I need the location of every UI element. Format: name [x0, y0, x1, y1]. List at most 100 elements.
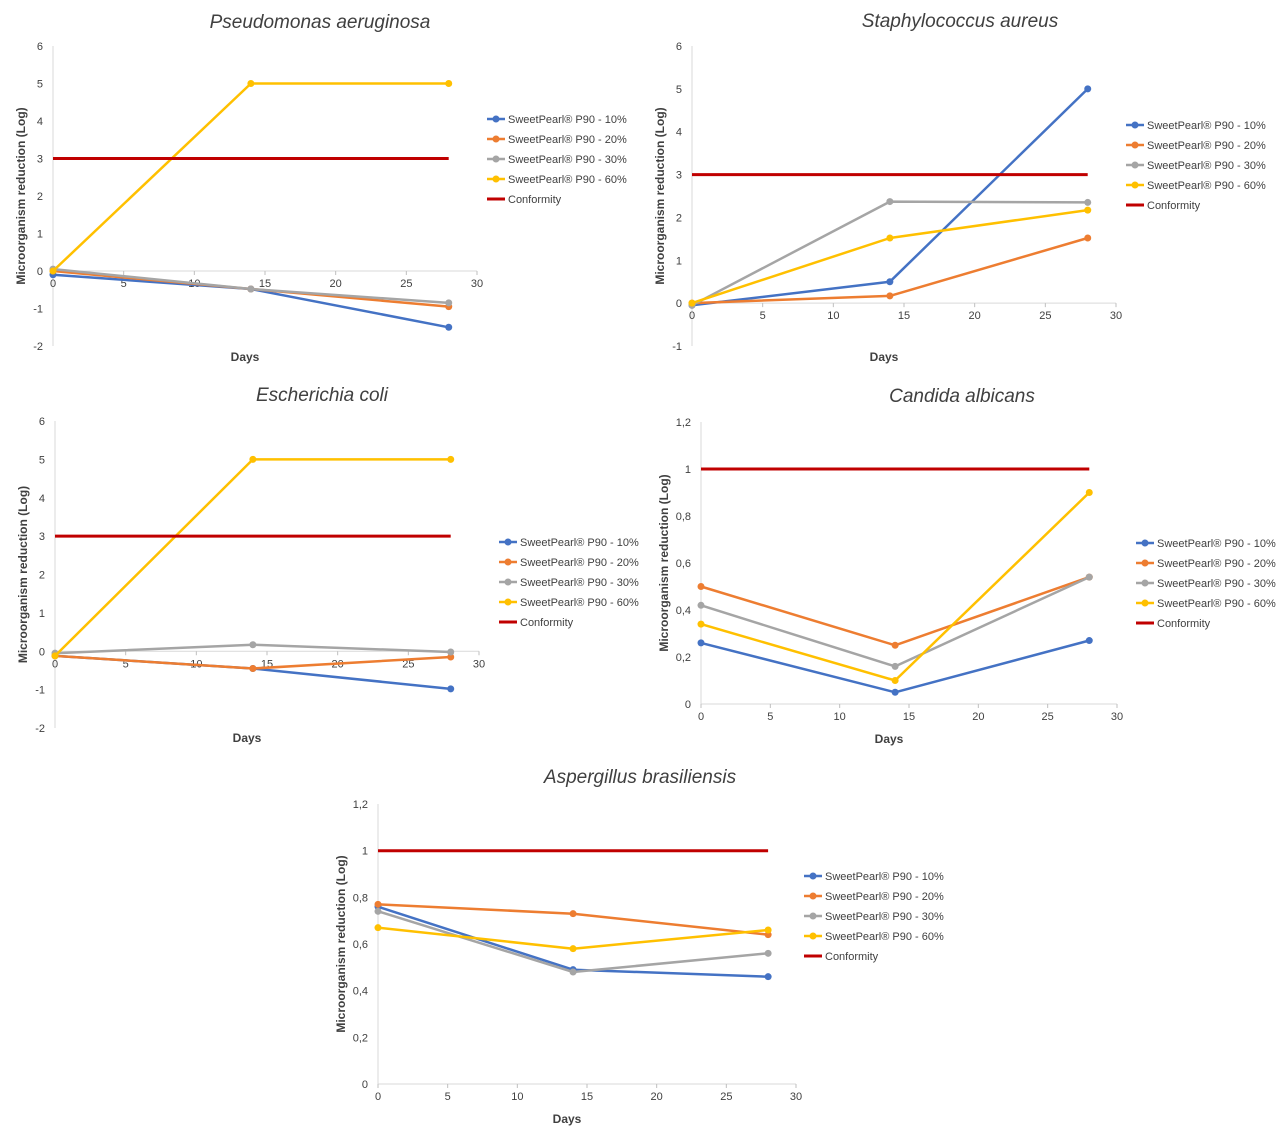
legend-label: SweetPearl® P90 - 20% [1147, 140, 1266, 152]
data-point [374, 907, 382, 915]
x-tick-label: 20 [969, 310, 981, 322]
legend-item: SweetPearl® P90 - 60% [487, 174, 627, 186]
data-point [374, 924, 382, 932]
data-point [1085, 637, 1093, 645]
legend-marker [809, 932, 817, 940]
x-tick-label: 10 [827, 310, 839, 322]
legend-marker [492, 115, 500, 123]
y-tick-label: 3 [37, 154, 43, 166]
y-tick-label: 0,8 [353, 892, 368, 904]
legend-label: Conformity [520, 617, 574, 629]
data-point [569, 945, 577, 953]
x-tick-label: 0 [52, 658, 58, 670]
x-tick-label: 25 [400, 278, 412, 290]
y-tick-label: 6 [39, 416, 45, 428]
data-point [445, 323, 453, 331]
legend-marker [809, 912, 817, 920]
y-tick-label: 0 [362, 1079, 368, 1091]
chart-title: Staphylococcus aureus [862, 11, 1059, 32]
legend-item: Conformity [804, 951, 879, 963]
legend-marker [1141, 559, 1149, 567]
x-tick-label: 5 [121, 278, 127, 290]
y-tick-label: 1,2 [353, 799, 368, 811]
legend-marker [492, 175, 500, 183]
legend-marker [1131, 121, 1139, 129]
legend-label: SweetPearl® P90 - 10% [1147, 120, 1266, 132]
legend-item: SweetPearl® P90 - 30% [487, 154, 627, 166]
x-axis-title: Days [553, 1112, 582, 1126]
legend-item: Conformity [499, 617, 574, 629]
y-tick-label: 1 [362, 846, 368, 858]
y-tick-label: 1 [685, 464, 691, 476]
y-tick-label: 0,6 [353, 939, 368, 951]
legend-marker [492, 135, 500, 143]
y-tick-label: 2 [39, 570, 45, 582]
y-tick-label: -1 [35, 685, 45, 697]
y-tick-label: 1 [676, 255, 682, 267]
data-point [374, 900, 382, 908]
y-tick-label: -2 [35, 723, 45, 735]
legend-item: SweetPearl® P90 - 30% [1136, 578, 1276, 590]
x-tick-label: 20 [651, 1091, 663, 1103]
y-tick-label: 0 [685, 699, 691, 711]
legend-label: SweetPearl® P90 - 60% [825, 931, 944, 943]
data-point [891, 641, 899, 649]
legend-item: SweetPearl® P90 - 10% [1136, 538, 1276, 550]
legend-item: Conformity [487, 194, 562, 206]
y-tick-label: 0,4 [353, 986, 368, 998]
legend-marker [809, 892, 817, 900]
x-tick-label: 0 [50, 278, 56, 290]
data-point [1085, 489, 1093, 496]
series-sweetpearl-p90-30 [374, 907, 772, 976]
x-tick-label: 0 [689, 310, 695, 322]
legend-label: SweetPearl® P90 - 30% [825, 911, 944, 923]
y-axis-title: Microorganism reduction (Log) [334, 855, 348, 1032]
data-point [688, 299, 696, 307]
series-sweetpearl-p90-60 [697, 489, 1093, 684]
legend-item: SweetPearl® P90 - 20% [804, 891, 944, 903]
series-line [377, 910, 769, 974]
x-tick-label: 20 [330, 278, 342, 290]
y-tick-label: 0,2 [353, 1032, 368, 1044]
y-tick-label: 0 [676, 298, 682, 310]
y-tick-label: -2 [33, 341, 43, 353]
legend-item: SweetPearl® P90 - 10% [487, 114, 627, 126]
y-axis-title: Microorganism reduction (Log) [16, 486, 30, 663]
legend-marker [504, 558, 512, 566]
legend-item: SweetPearl® P90 - 10% [499, 537, 639, 549]
y-axis-title: Microorganism reduction (Log) [657, 474, 671, 651]
data-point [447, 653, 455, 661]
legend-marker [809, 872, 817, 880]
series-sweetpearl-p90-60 [49, 80, 453, 275]
legend-label: SweetPearl® P90 - 30% [1147, 160, 1266, 172]
series-sweetpearl-p90-30 [697, 573, 1093, 670]
x-tick-label: 15 [898, 310, 910, 322]
x-tick-label: 25 [402, 658, 414, 670]
y-tick-label: 0 [39, 646, 45, 658]
x-tick-label: 10 [834, 711, 846, 723]
data-point [891, 688, 899, 696]
legend-marker [504, 578, 512, 586]
data-point [247, 285, 255, 293]
x-tick-label: 25 [1039, 310, 1051, 322]
legend-label: Conformity [508, 194, 562, 206]
legend-marker [1131, 141, 1139, 149]
y-tick-label: 0,6 [676, 558, 691, 570]
chart-title: Pseudomonas aeruginosa [210, 12, 431, 33]
legend-item: SweetPearl® P90 - 20% [499, 557, 639, 569]
y-tick-label: 5 [39, 454, 45, 466]
legend-label: SweetPearl® P90 - 60% [520, 597, 639, 609]
y-tick-label: 2 [676, 212, 682, 224]
y-tick-label: 3 [39, 531, 45, 543]
data-point [569, 910, 577, 918]
y-tick-label: 5 [676, 84, 682, 96]
legend-item: SweetPearl® P90 - 20% [487, 134, 627, 146]
legend-marker [492, 155, 500, 163]
legend-item: SweetPearl® P90 - 20% [1136, 558, 1276, 570]
data-point [697, 583, 705, 590]
chart-title: Escherichia coli [256, 385, 389, 406]
legend-label: SweetPearl® P90 - 60% [508, 174, 627, 186]
legend-marker [1141, 599, 1149, 607]
